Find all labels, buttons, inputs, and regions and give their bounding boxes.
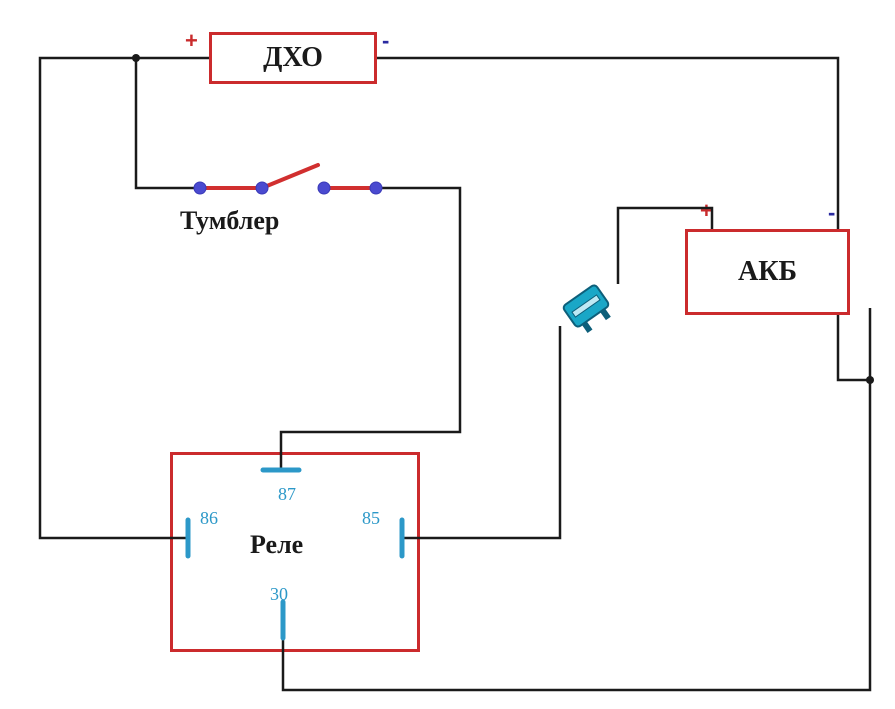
akb-box: АКБ [685, 229, 850, 315]
relay-term86-label: 86 [200, 508, 218, 529]
relay-term85-label: 85 [362, 508, 380, 529]
akb-label: АКБ [738, 256, 797, 288]
relay-term30-label: 30 [270, 584, 288, 605]
wiring-svg [0, 0, 895, 709]
relay-term87-label: 87 [278, 484, 296, 505]
dho-label: ДХО [263, 42, 323, 74]
akb-minus-sign: - [828, 200, 835, 226]
diagram-canvas: ДХО АКБ Реле + - + - Тумблер 87 86 85 30 [0, 0, 895, 709]
dho-plus-sign: + [185, 28, 198, 54]
tumbler-label: Тумблер [180, 206, 279, 236]
dho-minus-sign: - [382, 28, 389, 54]
relay-label: Реле [250, 530, 303, 560]
dho-box: ДХО [209, 32, 377, 84]
akb-plus-sign: + [700, 198, 713, 224]
